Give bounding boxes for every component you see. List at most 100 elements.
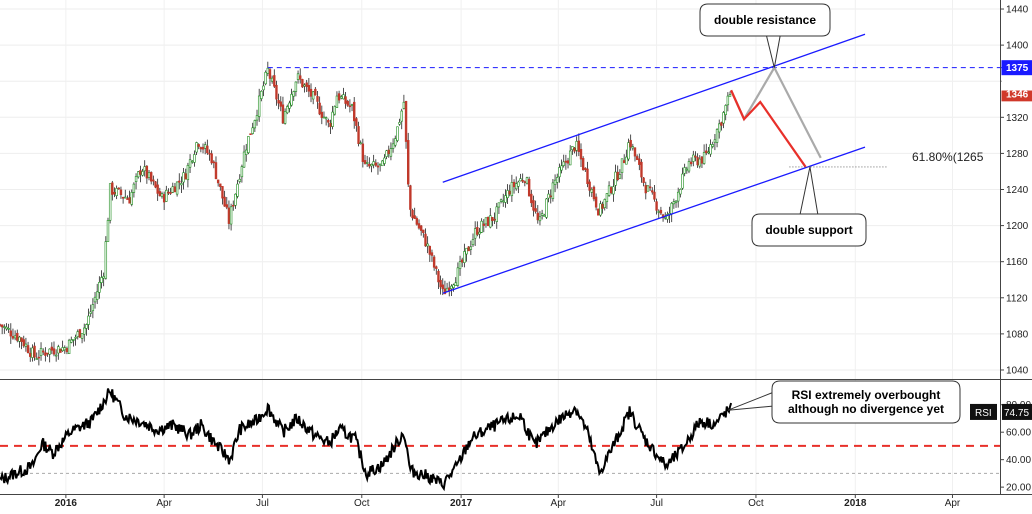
- candle-down: [0, 324, 2, 326]
- candle-up: [385, 150, 388, 157]
- overlays: 61.80%(1265: [267, 33, 1032, 294]
- candle-down: [720, 122, 723, 126]
- y-tick-label: 1160: [1006, 257, 1028, 268]
- candle-down: [318, 102, 321, 115]
- candle-down: [279, 101, 282, 107]
- candle-down: [46, 352, 49, 355]
- candle-up: [160, 193, 164, 197]
- candle-down: [113, 191, 116, 195]
- candle-up: [627, 142, 630, 160]
- resistance-callout-pointer: [765, 34, 781, 68]
- candle-down: [435, 266, 438, 269]
- candle-up: [676, 191, 680, 202]
- candle-down: [337, 93, 341, 101]
- candle-up: [245, 149, 248, 155]
- y-tick-label: 1440: [1006, 5, 1029, 16]
- candle-down: [357, 126, 360, 144]
- candle-down: [268, 69, 272, 79]
- candle-down: [597, 208, 600, 216]
- candle-up: [186, 164, 190, 181]
- candle-down: [363, 160, 367, 164]
- candle-down: [638, 158, 641, 165]
- rsi-value-badge-label: 74.75: [1004, 408, 1029, 419]
- channel-upper-line: [442, 33, 866, 183]
- x-tick-label: Jul: [256, 498, 269, 509]
- candle-down: [128, 197, 131, 204]
- candle-up: [666, 214, 669, 220]
- candle-up: [61, 347, 64, 352]
- candle-up: [545, 198, 548, 218]
- candle-up: [296, 73, 300, 80]
- candle-down: [644, 184, 647, 194]
- candle-down: [508, 190, 511, 195]
- candle-down: [210, 153, 213, 164]
- candle-down: [374, 162, 378, 166]
- candle-up: [260, 90, 263, 99]
- candle-down: [407, 140, 410, 185]
- candle-down: [376, 165, 380, 168]
- candle-up: [350, 104, 354, 106]
- x-tick-label: Apr: [156, 498, 172, 509]
- candle-down: [214, 162, 218, 180]
- candle-up: [266, 67, 270, 74]
- candle-up: [674, 200, 678, 203]
- candle-down: [126, 198, 129, 200]
- candle-up: [506, 190, 509, 199]
- candle-down: [184, 173, 187, 180]
- candle-down: [461, 259, 464, 263]
- price-badge-bg: [1001, 60, 1032, 76]
- rsi-tick-label: 20.00: [1006, 483, 1031, 494]
- candle-up: [70, 339, 73, 343]
- candle-up: [575, 141, 578, 151]
- candle-down: [439, 279, 442, 288]
- candle-up: [24, 343, 28, 347]
- candle-down: [162, 194, 166, 203]
- candle-up: [106, 220, 110, 242]
- candle-down: [579, 149, 583, 160]
- candle-down: [225, 204, 228, 208]
- candle-up: [335, 95, 339, 108]
- candle-up: [242, 151, 246, 168]
- candle-up: [728, 94, 732, 97]
- candle-down: [530, 193, 533, 204]
- candle-up: [560, 165, 563, 171]
- candle-up: [670, 202, 673, 215]
- candle-up: [480, 220, 483, 233]
- candle-up: [264, 71, 267, 85]
- candle-down: [441, 284, 444, 290]
- candle-down: [581, 157, 585, 171]
- candle-up: [13, 335, 17, 339]
- y-tick-label: 1120: [1006, 293, 1028, 304]
- candle-up: [504, 195, 507, 203]
- candle-up: [383, 157, 386, 164]
- candle-up: [182, 172, 185, 183]
- candle-down: [152, 179, 155, 182]
- candle-up: [342, 94, 345, 100]
- candle-up: [132, 183, 136, 193]
- candle-down: [577, 140, 581, 152]
- candle-down: [320, 111, 324, 118]
- rsi-callout-text: RSI extremely overbought: [792, 388, 941, 402]
- candle-up: [290, 94, 293, 106]
- candle-up: [540, 213, 544, 216]
- candle-up: [98, 282, 101, 293]
- candle-up: [722, 112, 725, 124]
- candle-down: [145, 165, 149, 179]
- candle-down: [199, 147, 203, 150]
- candle-up: [471, 239, 475, 246]
- candle-down: [78, 329, 82, 338]
- support-callout: double support: [751, 213, 867, 247]
- candle-up: [85, 324, 88, 329]
- candle-down: [50, 346, 54, 351]
- candle-down: [424, 233, 427, 247]
- candle-down: [476, 227, 479, 235]
- candle-up: [702, 152, 706, 164]
- candle-down: [411, 210, 414, 219]
- candle-down: [527, 179, 531, 197]
- candle-down: [642, 177, 645, 184]
- candle-down: [9, 330, 12, 337]
- candle-up: [618, 174, 622, 179]
- candle-up: [333, 106, 336, 115]
- candle-up: [685, 168, 689, 171]
- candle-up: [469, 246, 473, 250]
